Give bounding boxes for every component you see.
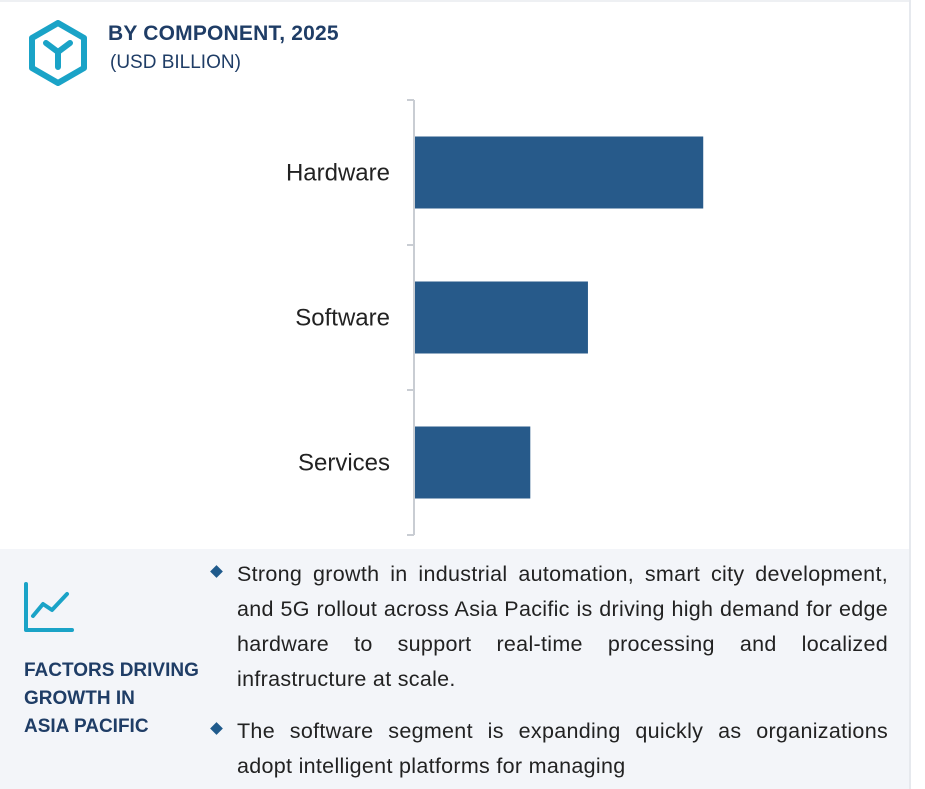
list-item: Strong growth in industrial automation, …: [210, 557, 888, 697]
category-label-hardware: Hardware: [286, 160, 390, 187]
bar-services: [415, 426, 531, 499]
diamond-bullet-icon: [210, 722, 223, 735]
diamond-bullet-icon: [210, 565, 223, 578]
bar-software: [415, 281, 588, 354]
chart-title: BY COMPONENT, 2025: [108, 22, 339, 45]
bullet-text: Strong growth in industrial automation, …: [237, 562, 888, 691]
factors-panel: [0, 549, 909, 789]
bar-hardware: [415, 136, 704, 209]
category-label-software: Software: [295, 305, 390, 332]
bar-chart: Hardware Software Services: [286, 99, 704, 536]
factors-title: FACTORS DRIVING GROWTH IN ASIA PACIFIC: [24, 657, 214, 741]
line-chart-trend-icon: [24, 582, 74, 632]
factors-title-line: GROWTH IN: [24, 688, 135, 709]
factors-title-line: ASIA PACIFIC: [24, 716, 149, 737]
factors-bullet-list: Strong growth in industrial automation, …: [210, 557, 888, 789]
category-label-services: Services: [298, 450, 390, 477]
hexagon-y-logo-icon: [29, 20, 87, 86]
top-border: [0, 0, 909, 2]
bullet-text: The software segment is expanding quickl…: [237, 719, 888, 778]
list-item: The software segment is expanding quickl…: [210, 714, 888, 784]
factors-title-line: FACTORS DRIVING: [24, 660, 199, 681]
chart-subtitle: (USD BILLION): [110, 52, 241, 73]
